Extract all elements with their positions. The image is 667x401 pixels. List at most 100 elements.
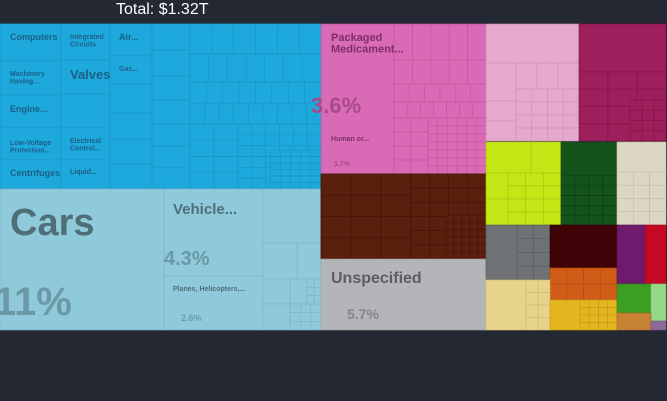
brown-b-cell — [410, 244, 431, 260]
chem-dense-b-cell — [447, 157, 458, 167]
brown-c-cell — [477, 251, 487, 260]
chem-row4-cell — [419, 101, 434, 119]
brown-c-cell — [445, 229, 455, 238]
chem-row4-cell — [433, 101, 447, 119]
lightpink-d-cell — [557, 62, 580, 90]
chem-dense-a-cell — [393, 131, 412, 147]
chem-top-cell — [467, 23, 487, 61]
label-vehicle-share: 4.3% — [164, 248, 210, 270]
chem-dense-b-cell — [456, 133, 467, 143]
orange-cell — [549, 267, 568, 285]
orange-cell — [599, 283, 618, 301]
transport-small-cell — [300, 303, 311, 313]
lightpink-a — [485, 23, 580, 64]
brown-a-cell — [380, 194, 412, 217]
darkgreen-b-cell — [588, 205, 604, 216]
tile-spare-1 — [60, 93, 111, 129]
chem-dense-b-cell — [437, 165, 448, 175]
brown-b-cell — [410, 202, 431, 217]
darkgreen-b-cell — [560, 214, 576, 226]
wheat-b-cell — [525, 317, 539, 331]
maroon-b-cell — [578, 106, 609, 125]
tan — [616, 312, 652, 331]
lime-c-cell — [507, 211, 526, 226]
label-planes-share: 2.6% — [181, 313, 202, 323]
darkgreen-b-cell — [602, 185, 618, 196]
transport-small-cell — [300, 312, 311, 322]
beige-b-cell — [649, 211, 667, 226]
machinery-lo2-cell — [218, 103, 234, 125]
chem-dense-a-cell — [393, 159, 412, 175]
brown-c-cell — [469, 229, 479, 238]
darkgrey-b-cell — [516, 224, 534, 240]
maroon-b-cell — [578, 88, 609, 107]
lightpink-e-cell — [547, 114, 564, 129]
darkgreen-b-cell — [560, 205, 576, 216]
orange-cell — [583, 283, 601, 301]
darkgrey-b-cell — [533, 265, 551, 281]
tile-integrated-circuits — [60, 23, 111, 61]
chem-dense-b-cell — [466, 149, 477, 159]
maroon-c-cell — [653, 120, 667, 132]
beige-b-cell — [649, 184, 667, 199]
lightpink-e-cell — [562, 101, 580, 116]
chem-dense-b-cell — [437, 133, 448, 143]
machinery-lo2-cell — [233, 103, 249, 125]
tile-transport-d — [262, 278, 291, 305]
chem-dense-b-cell — [437, 149, 448, 159]
lightpink-e-cell — [562, 114, 580, 129]
transport-small-cell — [289, 312, 301, 322]
maroon-c-cell — [629, 120, 643, 132]
darkgreen-b-cell — [588, 185, 604, 196]
chem-dense-b-cell — [476, 165, 487, 175]
machinery-lo-cell — [222, 81, 240, 105]
beige-b-cell — [649, 198, 667, 213]
machinery-dense-c-cell — [290, 162, 301, 170]
machinery-dense-b-cell — [237, 134, 253, 146]
brown-a-cell — [350, 216, 382, 239]
chem-dense-b-cell — [456, 157, 467, 167]
tile-unspecified — [320, 258, 487, 331]
brown-c-cell — [453, 236, 463, 245]
chem-dense-b-cell — [437, 157, 448, 167]
machinery-top-cell — [233, 23, 256, 55]
tile-air — [109, 23, 153, 57]
tile-transport-c — [296, 242, 322, 280]
label-low-voltage: Low-Voltage Protection... — [10, 140, 51, 154]
brown-b-cell — [429, 244, 449, 260]
beige-b-cell — [633, 198, 650, 213]
maroon-c-cell — [629, 99, 643, 111]
brown-b-cell — [448, 187, 468, 203]
machinery-dense-b-cell — [237, 123, 253, 136]
machinery-dense-c-cell — [300, 162, 312, 170]
chem-dense-b-cell — [447, 125, 458, 135]
brown-c-cell — [445, 236, 455, 245]
chem-dense-b-cell — [466, 125, 477, 135]
maroon-b-cell — [607, 71, 638, 90]
lime-c-cell — [507, 172, 526, 187]
orange-cell — [566, 283, 584, 301]
machinery-lo2-cell — [262, 103, 278, 125]
lightpink-e-cell — [515, 101, 533, 116]
brown-b-cell — [448, 173, 468, 189]
wheat-b-cell — [525, 292, 539, 306]
maroon-c-cell — [629, 130, 643, 142]
tile-transport-e — [289, 278, 308, 305]
lightpink-c-cell — [485, 120, 517, 142]
tile-spare-12 — [151, 167, 191, 190]
label-machinery-having: Machinery Having... — [10, 71, 45, 85]
machinery-dense-a-cell — [213, 172, 239, 190]
chem-row3-cell — [470, 83, 487, 103]
tile-spare-6 — [151, 23, 191, 51]
gold-b-cell — [579, 307, 590, 316]
lime-c-cell — [525, 172, 544, 187]
gold-b-cell — [598, 307, 609, 316]
chem-dense-b-cell — [447, 149, 458, 159]
beige-b-cell — [633, 211, 650, 226]
brown-a-cell — [320, 173, 352, 196]
chem-dense-a-cell — [393, 117, 412, 133]
chem-dense-b-cell — [466, 157, 477, 167]
chem-row4-cell — [393, 101, 408, 119]
machinery-dense-b-cell — [251, 145, 266, 157]
machinery-dense-c-cell — [310, 149, 322, 157]
